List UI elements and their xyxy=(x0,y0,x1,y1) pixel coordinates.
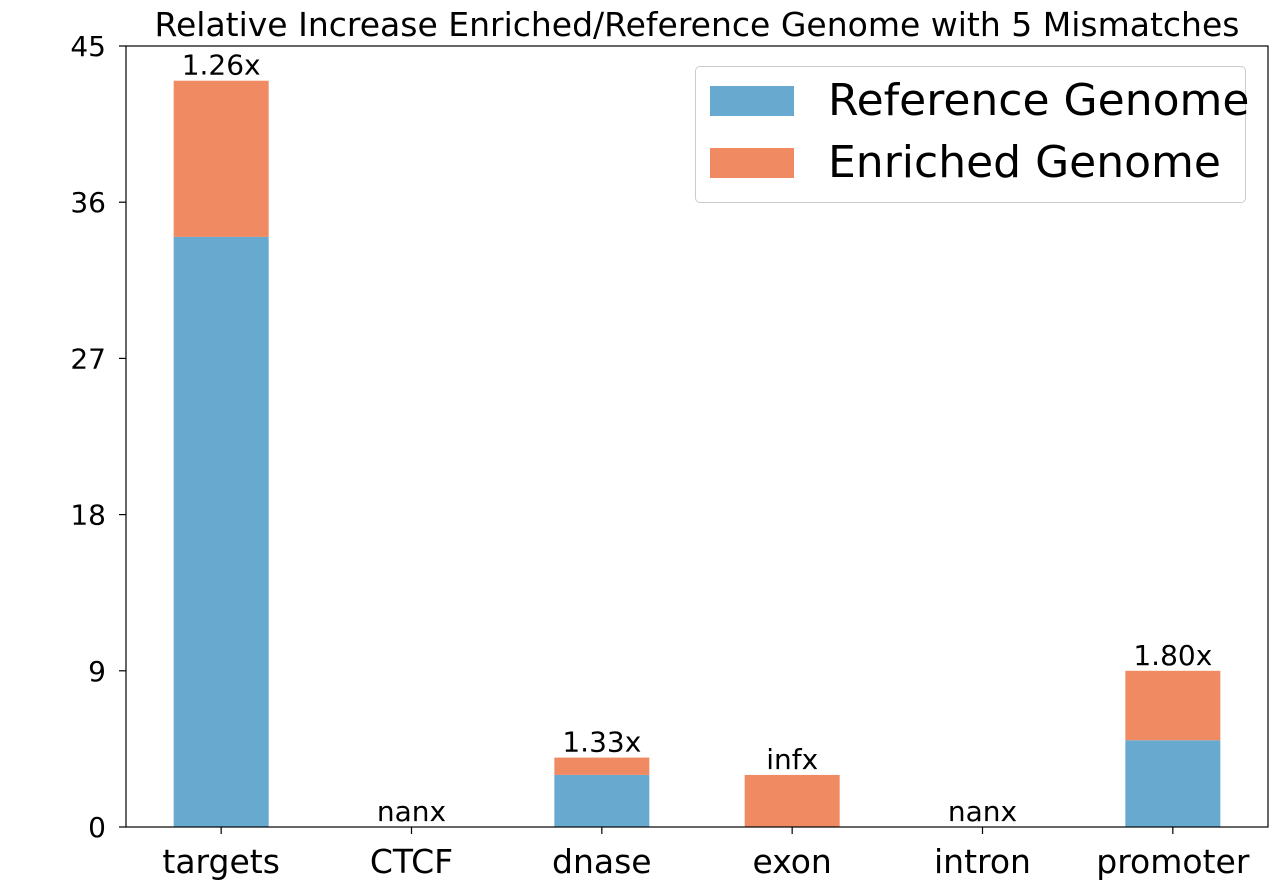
y-tick-label: 9 xyxy=(88,655,106,688)
y-tick-label: 45 xyxy=(70,30,106,63)
bars-group xyxy=(173,80,1221,827)
y-tick-label: 36 xyxy=(70,186,106,219)
x-tick-label-exon: exon xyxy=(752,842,831,880)
bar-enriched-exon xyxy=(744,774,840,827)
axes-group: 0 9 18 27 36 45 targets CTCF dnase exon intron prom… xyxy=(70,30,1269,880)
bar-enriched-dnase xyxy=(554,757,650,775)
legend: Reference Genome Enriched Genome xyxy=(695,66,1250,203)
bar-reference-promoter xyxy=(1125,740,1221,827)
x-tick-label-promoter: promoter xyxy=(1096,842,1250,880)
y-tick-label: 18 xyxy=(70,499,106,532)
bar-label-targets: 1.26x xyxy=(182,49,261,82)
legend-item-enriched: Enriched Genome xyxy=(710,137,1221,188)
x-tick-label-intron: intron xyxy=(934,842,1031,880)
y-tick-label: 27 xyxy=(70,342,106,375)
legend-swatch-reference xyxy=(710,86,794,116)
legend-label-enriched: Enriched Genome xyxy=(828,137,1221,188)
legend-label-reference: Reference Genome xyxy=(828,75,1250,126)
x-tick-label-dnase: dnase xyxy=(552,842,652,880)
x-tick-label-targets: targets xyxy=(162,842,280,880)
bar-labels-group: 1.26x nanx 1.33x infx nanx 1.80x xyxy=(182,49,1213,828)
bar-label-exon: infx xyxy=(766,743,818,776)
bar-reference-dnase xyxy=(554,774,650,827)
bar-enriched-targets xyxy=(173,80,269,237)
bar-label-ctcf: nanx xyxy=(377,795,446,828)
bar-reference-targets xyxy=(173,236,269,827)
bar-label-promoter: 1.80x xyxy=(1133,639,1212,672)
y-tick-label: 0 xyxy=(88,811,106,844)
bar-label-intron: nanx xyxy=(948,795,1017,828)
plot-frame xyxy=(125,45,1269,828)
bar-label-dnase: 1.33x xyxy=(562,726,641,759)
x-tick-label-ctcf: CTCF xyxy=(370,842,453,880)
bar-enriched-promoter xyxy=(1125,670,1221,741)
chart-title: Relative Increase Enriched/Reference Gen… xyxy=(155,5,1240,44)
legend-swatch-enriched xyxy=(710,148,794,178)
legend-item-reference: Reference Genome xyxy=(710,75,1250,126)
